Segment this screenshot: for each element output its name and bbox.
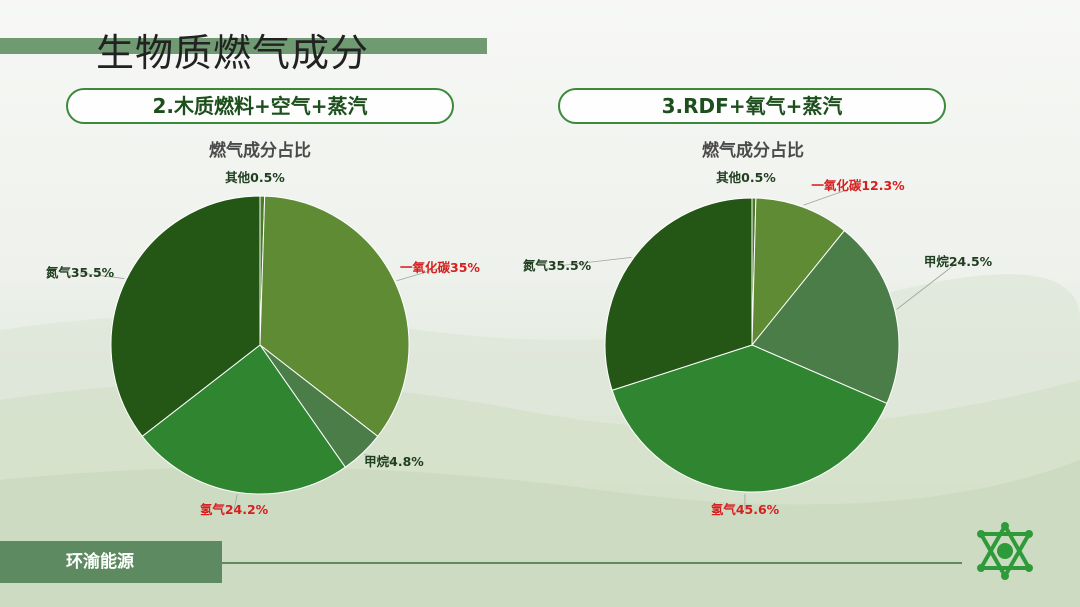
chart-heading-left: 2.木质燃料+空气+蒸汽 [66,88,454,124]
slice-label: 氮气35.5% [523,258,592,273]
pie-slice [259,195,410,438]
chart-title: 燃气成分占比 [209,140,311,161]
slide-title: 生物质燃气成分 [96,31,370,75]
pie-slice [751,229,900,405]
leader-line [556,256,632,267]
slice-label: 一氧化碳12.3% [811,178,905,193]
pie-slice [751,197,846,347]
slice-label: 氮气35.5% [46,265,115,280]
pie-slice [611,344,888,493]
slice-label: 甲烷24.5% [924,254,993,269]
company-logo [977,521,1033,581]
pie-slice [141,344,346,495]
leader-line [79,272,125,279]
leader-line [233,494,238,511]
chart-title: 燃气成分占比 [702,140,804,161]
leader-line [896,261,959,310]
leader-line [396,267,441,282]
footer-brand: 环渝能源 [0,541,222,583]
slice-label: 其他0.5% [225,170,285,185]
slice-label: 其他0.5% [716,170,776,185]
pie-slice [110,195,261,438]
footer-divider [222,562,962,564]
slice-label: 氢气45.6% [711,502,780,517]
leader-line [803,185,859,206]
slice-label: 氢气24.2% [200,502,269,517]
title-accent-bar [0,38,487,54]
slice-label: 一氧化碳35% [400,260,480,275]
pie-chart-wood-fuel: 燃气成分占比 其他0.5% 一氧化碳35% 甲烷4.8% 氢气24.2% 氮气35.5% [46,140,481,517]
chart-heading-right: 3.RDF+氧气+蒸汽 [558,88,946,124]
leader-line [363,454,395,463]
pie-slice [604,197,753,391]
pie-chart-rdf: 燃气成分占比 其他0.5% 一氧化碳12.3% 甲烷24.5% 氢气45.6% 氮气35… [523,140,993,517]
slice-label: 甲烷4.8% [364,454,424,469]
